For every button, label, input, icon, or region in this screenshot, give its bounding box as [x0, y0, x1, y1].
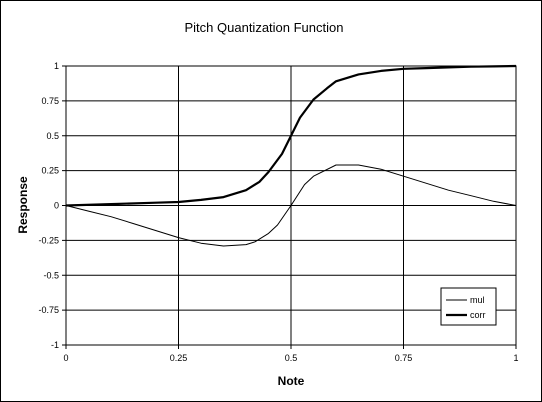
y-tick-label: 0.25	[41, 166, 59, 176]
y-tick-label: -0.75	[38, 305, 59, 315]
series-line-mul	[65, 164, 517, 247]
x-tick-label: 1	[513, 353, 518, 363]
y-axis-ticks: 1 0.75 0.5 0.25 0 -0.25 -0.5 -0.75 -1	[38, 61, 66, 350]
y-tick-label: -0.25	[38, 235, 59, 245]
series-lines	[65, 64, 517, 247]
y-tick-label: 1	[54, 61, 59, 71]
legend-label-corr: corr	[470, 310, 486, 320]
x-tick-label: 0.5	[285, 353, 298, 363]
legend-label-mul: mul	[470, 295, 485, 305]
y-tick-label: -1	[51, 340, 59, 350]
x-axis-ticks: 0 0.25 0.5 0.75 1	[63, 345, 519, 363]
y-tick-label: 0	[54, 201, 59, 211]
x-tick-label: 0.25	[170, 353, 188, 363]
y-tick-label: 0.75	[41, 96, 59, 106]
y-axis-label: Response	[16, 176, 30, 234]
chart-title: Pitch Quantization Function	[185, 20, 344, 35]
x-tick-label: 0	[63, 353, 68, 363]
legend-box	[440, 287, 497, 326]
y-tick-label: -0.5	[43, 270, 59, 280]
x-axis-label: Note	[278, 374, 305, 388]
legend: mul corr	[440, 287, 497, 326]
x-tick-label: 0.75	[395, 353, 413, 363]
y-tick-label: 0.5	[46, 131, 59, 141]
series-line-corr	[65, 64, 517, 207]
